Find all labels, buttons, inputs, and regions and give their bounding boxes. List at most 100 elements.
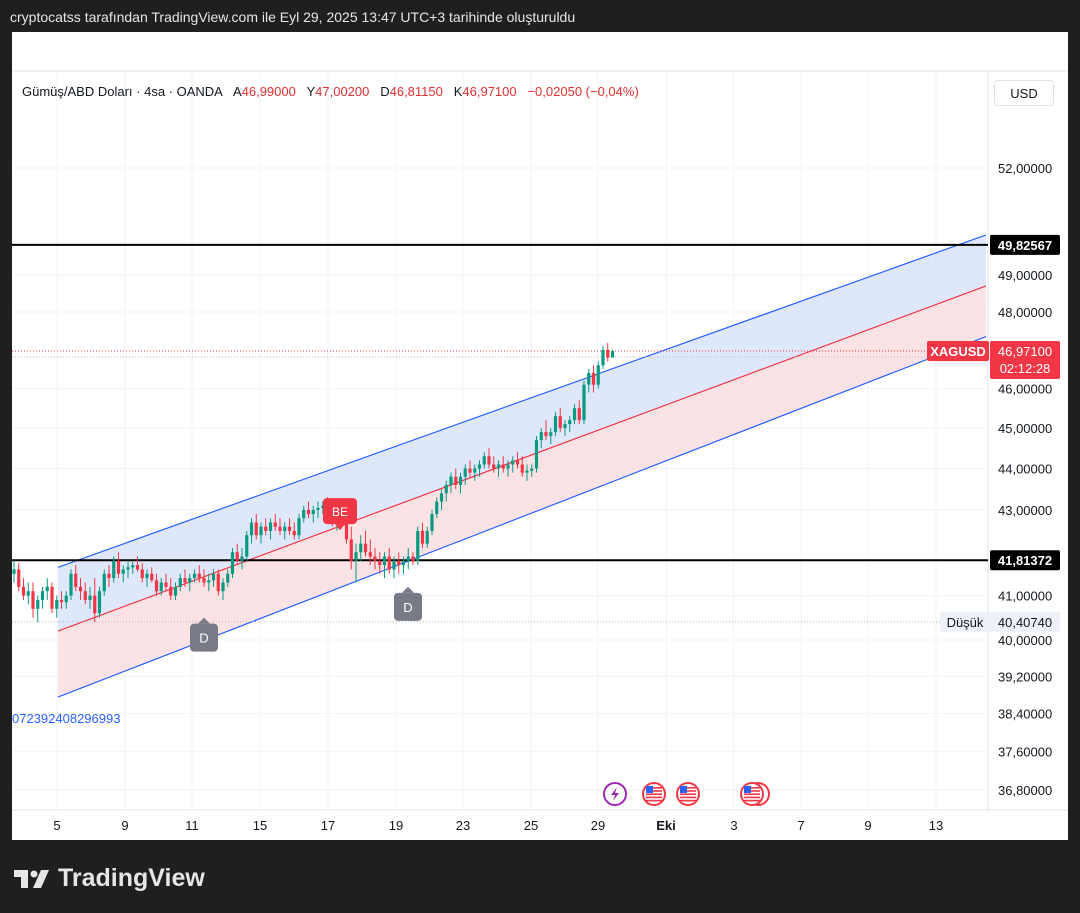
candle[interactable] (311, 505, 315, 523)
candle[interactable] (416, 526, 420, 566)
candle[interactable] (59, 591, 64, 609)
candle[interactable] (55, 595, 59, 618)
candle[interactable] (544, 420, 548, 441)
candle[interactable] (430, 509, 434, 536)
candle[interactable] (221, 578, 225, 600)
candle[interactable] (93, 578, 97, 623)
candle[interactable] (26, 582, 30, 605)
candle[interactable] (482, 452, 486, 469)
candle[interactable] (378, 552, 382, 574)
candle[interactable] (302, 505, 306, 523)
candle[interactable] (17, 562, 21, 592)
tradingview-logo[interactable]: TradingView (14, 864, 205, 893)
candle[interactable] (549, 428, 553, 445)
candle[interactable] (116, 552, 121, 579)
candle[interactable] (36, 595, 40, 623)
pattern-marker[interactable]: D (394, 586, 422, 621)
candle[interactable] (349, 526, 353, 570)
candle[interactable] (273, 514, 277, 531)
candle[interactable] (420, 522, 425, 548)
candle[interactable] (520, 456, 524, 477)
us-flag-icon[interactable] (642, 782, 666, 806)
candle[interactable] (254, 514, 258, 540)
candle[interactable] (150, 567, 154, 583)
candle[interactable] (506, 460, 510, 477)
candle[interactable] (487, 448, 491, 469)
candle[interactable] (197, 565, 201, 583)
candle[interactable] (477, 460, 482, 477)
candle[interactable] (164, 573, 168, 592)
candle[interactable] (411, 552, 415, 566)
candle[interactable] (292, 522, 296, 540)
candle[interactable] (97, 586, 102, 618)
candle[interactable] (316, 501, 320, 519)
candle[interactable] (397, 552, 401, 574)
candle[interactable] (287, 518, 292, 536)
candle[interactable] (178, 573, 182, 592)
candle[interactable] (283, 522, 287, 540)
candle[interactable] (425, 526, 429, 548)
candle[interactable] (587, 369, 591, 393)
candle[interactable] (12, 560, 16, 583)
candle[interactable] (69, 569, 73, 600)
candle[interactable] (240, 547, 244, 570)
candle[interactable] (169, 578, 173, 600)
candle[interactable] (359, 535, 363, 561)
candle[interactable] (159, 578, 163, 596)
candle[interactable] (363, 530, 368, 557)
candle[interactable] (387, 547, 391, 574)
candle[interactable] (468, 460, 472, 477)
candle[interactable] (577, 400, 581, 425)
candle[interactable] (568, 416, 572, 433)
candle[interactable] (140, 562, 144, 583)
candle[interactable] (249, 518, 254, 544)
candle[interactable] (473, 464, 477, 481)
candle[interactable] (401, 556, 406, 574)
candle[interactable] (354, 543, 358, 583)
candle[interactable] (610, 349, 615, 358)
candle[interactable] (435, 497, 439, 519)
candle[interactable] (173, 582, 178, 600)
candle[interactable] (454, 468, 458, 490)
candle[interactable] (601, 346, 605, 370)
candle[interactable] (40, 586, 45, 609)
candle[interactable] (121, 565, 125, 583)
candle[interactable] (45, 578, 49, 600)
candle[interactable] (21, 578, 26, 600)
candle[interactable] (145, 569, 149, 587)
candle[interactable] (525, 464, 529, 481)
candle[interactable] (192, 569, 197, 583)
candle[interactable] (31, 582, 35, 618)
lightning-icon[interactable] (603, 782, 627, 806)
us-flag-icon[interactable] (676, 782, 700, 806)
candle[interactable] (207, 573, 211, 592)
candle[interactable] (596, 361, 600, 389)
candle[interactable] (458, 472, 463, 494)
candle[interactable] (230, 547, 235, 579)
candle[interactable] (216, 569, 220, 596)
candle[interactable] (368, 539, 372, 566)
candle[interactable] (135, 556, 140, 572)
candle[interactable] (492, 456, 496, 473)
candle[interactable] (591, 365, 596, 393)
candle[interactable] (268, 518, 273, 540)
candle[interactable] (463, 464, 467, 485)
candle[interactable] (245, 530, 249, 561)
candle[interactable] (50, 582, 54, 614)
candle[interactable] (64, 591, 68, 609)
candle[interactable] (392, 556, 396, 579)
candle[interactable] (572, 404, 577, 425)
candle[interactable] (154, 573, 159, 596)
candle[interactable] (211, 569, 216, 587)
candle[interactable] (88, 586, 92, 609)
candle[interactable] (444, 480, 448, 502)
candle[interactable] (278, 518, 282, 536)
candle[interactable] (511, 456, 515, 473)
candle[interactable] (373, 547, 377, 570)
bearish-engulfing-marker[interactable]: BE (323, 498, 357, 531)
candle[interactable] (264, 518, 268, 536)
candle[interactable] (112, 556, 116, 583)
candle[interactable] (321, 501, 325, 515)
candle[interactable] (515, 452, 520, 469)
